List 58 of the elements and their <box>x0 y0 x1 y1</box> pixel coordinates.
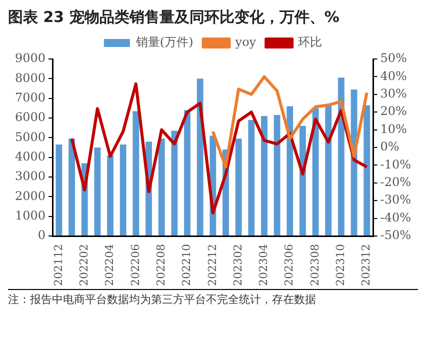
x-tick-label: 202204 <box>103 244 116 286</box>
y-tick-label: 1000 <box>14 208 46 222</box>
y-tick-label: 0 <box>38 228 46 242</box>
bar <box>300 126 306 236</box>
y2-tick-label: 0% <box>380 140 400 154</box>
y2-tick-label: 30% <box>380 86 407 101</box>
legend-label: yoy <box>234 35 256 50</box>
y-tick-label: 3000 <box>14 169 46 184</box>
x-tick-label: 202206 <box>128 244 142 286</box>
x-tick-label: 202308 <box>308 244 322 286</box>
y-tick-label: 4000 <box>14 149 46 164</box>
x-tick-label: 202304 <box>257 244 270 286</box>
bar <box>338 78 344 236</box>
bar <box>286 106 294 236</box>
x-tick-label: 202208 <box>154 244 168 286</box>
x-tick-label: 202112 <box>52 244 65 286</box>
x-tick-label: 202202 <box>77 244 90 286</box>
y2-tick-label: -50% <box>380 228 412 242</box>
y2-tick-label: 40% <box>380 68 407 83</box>
legend-label: 环比 <box>298 35 322 50</box>
y2-tick-label: -10% <box>380 157 412 172</box>
bar <box>158 138 165 236</box>
y-tick-label: 2000 <box>14 188 46 203</box>
bar <box>364 105 370 236</box>
legend-label: 销量(万件) <box>134 35 194 50</box>
y2-tick-label: -30% <box>380 192 412 207</box>
y-tick-label: 6000 <box>14 110 46 124</box>
bar <box>56 144 62 236</box>
y-tick-label: 8000 <box>14 70 46 85</box>
bar <box>261 116 268 236</box>
x-tick-label: 202212 <box>206 244 219 286</box>
bar <box>184 110 190 236</box>
y2-tick-label: 20% <box>380 104 407 118</box>
y-tick-label: 9000 <box>14 51 46 66</box>
y2-tick-label: -20% <box>380 175 412 190</box>
y-tick-label: 7000 <box>14 90 46 104</box>
y-tick-label: 5000 <box>14 130 46 144</box>
text: 注：报告中电商平台数据均为第三方平台不完全统计，存在数据 <box>8 292 418 307</box>
bar <box>120 144 126 236</box>
y2-tick-label: 10% <box>380 122 407 136</box>
x-tick-label: 202310 <box>334 244 348 286</box>
bar <box>107 155 114 236</box>
x-tick-label: 202302 <box>231 244 244 286</box>
x-tick-label: 202312 <box>360 244 373 286</box>
bar <box>248 120 255 236</box>
y2-tick-label: -40% <box>380 210 412 224</box>
bar <box>196 78 204 236</box>
y2-tick-label: 50% <box>380 51 407 66</box>
bar <box>274 115 280 236</box>
x-tick-label: 202210 <box>180 244 194 286</box>
x-tick-label: 202306 <box>282 244 296 286</box>
bar <box>171 130 178 236</box>
bar <box>94 148 101 236</box>
bar <box>68 138 75 236</box>
bar <box>325 105 332 236</box>
chart-title: 图表 23 宠物品类销售量及同环比变化，万件、% <box>8 8 340 27</box>
bar <box>132 111 140 236</box>
bar <box>235 138 242 236</box>
